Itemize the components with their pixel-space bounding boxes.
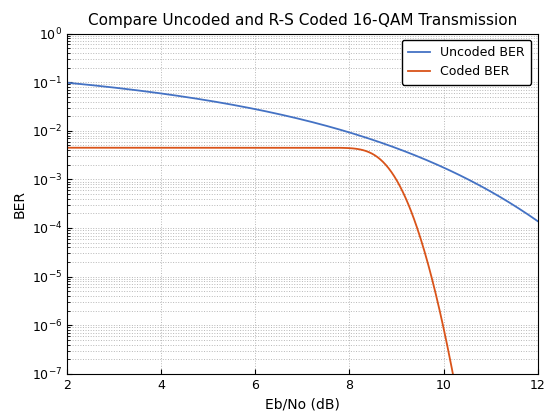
Legend: Uncoded BER, Coded BER: Uncoded BER, Coded BER [402, 40, 531, 84]
Coded BER [64, 145, 71, 150]
Uncoded BER [287, 114, 294, 119]
Uncoded BER [64, 80, 71, 85]
Uncoded BER [523, 211, 530, 216]
Line: Uncoded BER: Uncoded BER [67, 83, 538, 221]
Uncoded BER [319, 122, 325, 127]
Coded BER [319, 145, 325, 150]
Line: Coded BER: Coded BER [67, 148, 538, 420]
Coded BER [344, 145, 351, 150]
Title: Compare Uncoded and R-S Coded 16-QAM Transmission: Compare Uncoded and R-S Coded 16-QAM Tra… [88, 13, 517, 28]
Coded BER [290, 145, 297, 150]
X-axis label: Eb/No (dB): Eb/No (dB) [265, 397, 340, 411]
Coded BER [287, 145, 294, 150]
Y-axis label: BER: BER [12, 190, 26, 218]
Uncoded BER [344, 129, 351, 134]
Coded BER [449, 371, 456, 376]
Uncoded BER [449, 169, 456, 174]
Uncoded BER [290, 115, 297, 120]
Uncoded BER [534, 218, 541, 223]
